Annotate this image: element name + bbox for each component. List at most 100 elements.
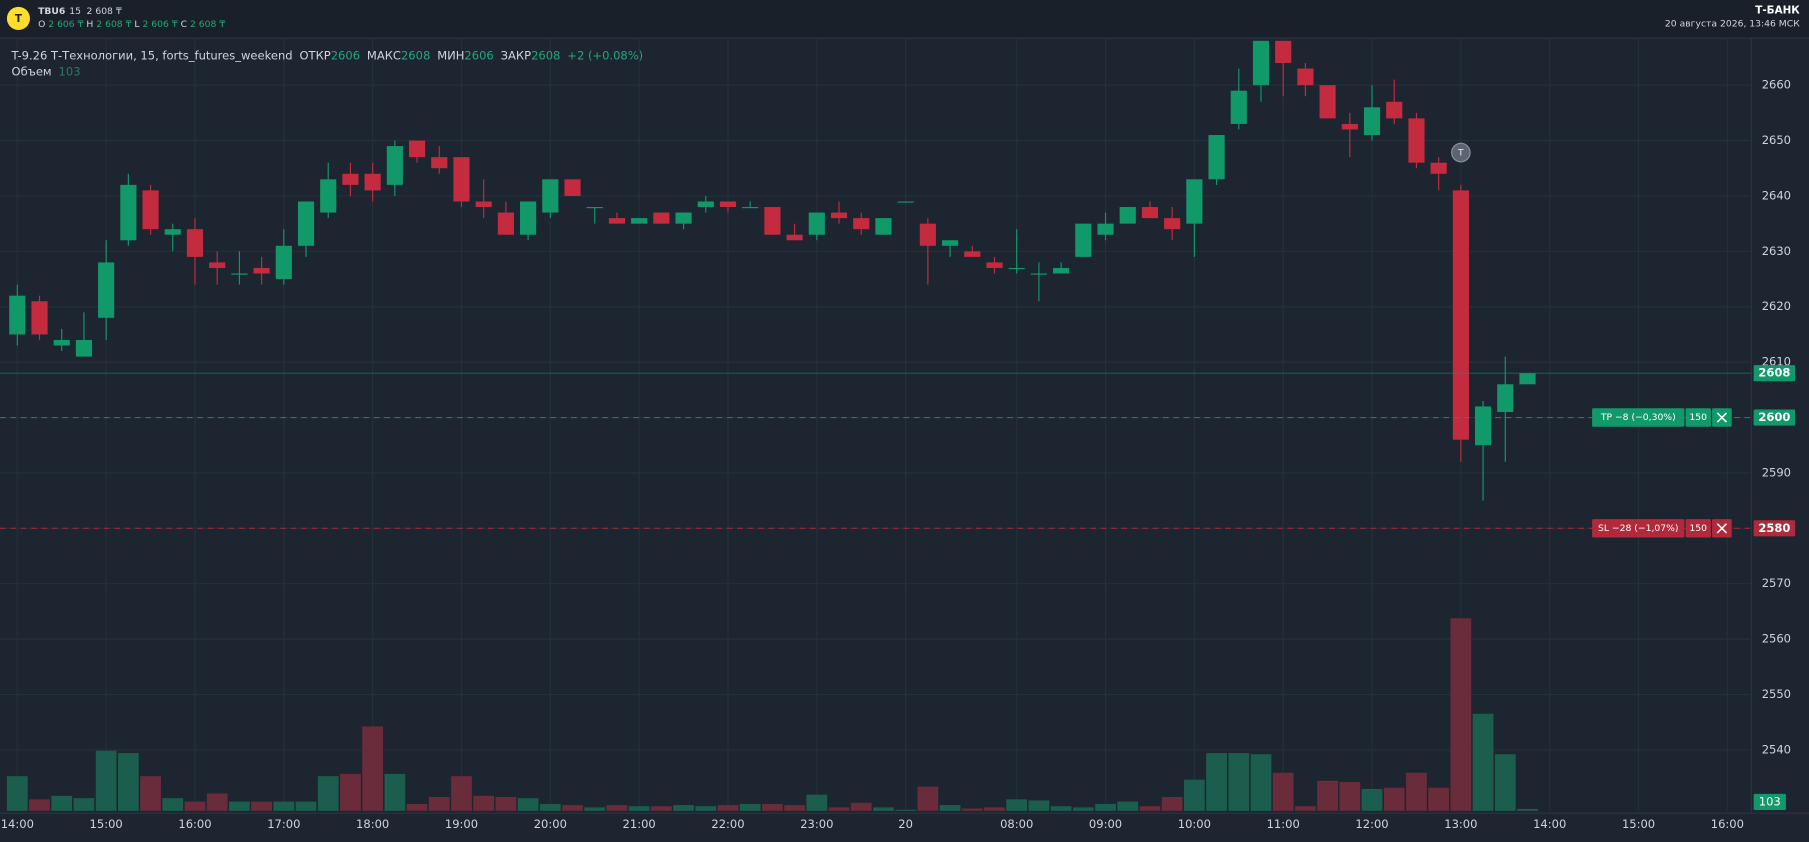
volume-bar [584,807,606,811]
volume-bar [140,776,161,811]
last-price-label: 2608 [1758,366,1790,380]
volume-bar [1428,787,1450,811]
candle-body [608,218,626,224]
order-qty[interactable]: 150 [1689,412,1707,423]
candle-body [1075,223,1092,257]
volume-bar [1139,806,1161,811]
volume-bar [673,805,694,811]
volume-bar [850,802,872,811]
volume-bar [1206,753,1227,811]
volume-bar [517,798,539,811]
x-tick-label: 12:00 [1355,817,1388,831]
x-tick-label: 09:00 [1089,817,1122,831]
x-tick-label: 16:00 [1711,817,1744,831]
candle-body [1053,267,1070,274]
candle-body [986,262,1003,268]
volume-bar [428,796,450,811]
volume-bar [1406,772,1427,811]
volume-value-label: 103 [1759,794,1781,808]
legend-stat-value: 2608 [401,48,430,62]
candle-body [1408,118,1425,163]
ticker[interactable]: TBU6 [38,6,65,17]
candle-body [75,339,93,357]
candle-body [1297,68,1314,86]
candle-body [475,201,492,208]
candle-body [1030,273,1047,275]
legend-stat-value: 2608 [531,48,560,62]
order-qty-box[interactable] [1685,519,1711,538]
event-marker[interactable] [1451,142,1471,163]
candle-body [542,179,559,213]
candle-body [364,173,381,191]
x-tick-label: 13:00 [1444,817,1477,831]
legend-stat-label: МИН [437,48,464,62]
order-cancel-icon [1716,523,1728,534]
volume-bar [873,807,894,811]
order-label[interactable]: TP −8 (−0,30%) [1600,412,1676,423]
x-tick-label: 08:00 [1000,817,1033,831]
volume-bar [184,801,206,811]
volume-bar [606,805,628,811]
candle-body [1252,40,1270,86]
candle-body [1363,107,1381,136]
order-qty[interactable]: 150 [1689,523,1707,534]
ohlc-key: O [38,19,45,30]
candle-body [142,190,159,230]
y-tick-label: 2550 [1762,687,1791,701]
candle-body [1141,207,1159,219]
volume-bar [739,803,761,811]
candle-body [1452,190,1469,440]
candle-body [275,245,292,280]
volume-bar [1361,788,1383,811]
interval[interactable]: 15 [69,6,81,17]
legend-change: +2 (+0.08%) [567,48,643,62]
candle-body [697,201,714,208]
ohlc-value: 2 608 ₸ [96,19,131,30]
candle-body [1430,162,1447,174]
volume-legend-label: Объем [12,64,52,78]
candle-body [1119,207,1136,224]
volume-bar [917,786,939,811]
order-label-box[interactable] [1592,408,1685,427]
plot [6,40,1538,811]
volume-bar [984,807,1005,811]
candle-body [297,201,315,246]
candle-body [653,212,670,224]
y-tick-label: 2650 [1762,133,1791,147]
volume-bar [1272,772,1294,811]
candle-body [897,201,914,203]
volume-bar [384,773,406,811]
volume-bar [939,805,961,811]
volume-bar [1006,799,1028,811]
volume-bar [340,773,361,811]
order-label-box[interactable] [1592,519,1685,538]
y-tick-label: 2640 [1762,188,1791,202]
ohlc-value: 2 606 ₸ [142,19,177,30]
x-tick-label: 19:00 [445,817,478,831]
legend-stat-label: ЗАКР [501,48,531,62]
candle-body [1008,267,1025,270]
last-price-box [1753,365,1796,382]
x-tick-label: 23:00 [800,817,833,831]
order-qty-box[interactable] [1685,408,1711,427]
y-tick-label: 2590 [1762,465,1791,479]
candle-body [209,262,226,268]
x-tick-label: 15:00 [90,817,123,831]
event-marker-text: T [1457,148,1464,159]
logo-text: T [15,13,23,25]
volume-bar [895,809,917,811]
order-label[interactable]: SL −28 (−1,07%) [1598,523,1679,534]
volume-bar [1295,806,1316,811]
volume-legend-value: 103 [59,64,81,78]
volume-bar [1228,753,1250,811]
candle-body [1497,384,1514,412]
volume-bar [273,801,295,811]
candle-body [320,179,337,213]
candle-body [1186,179,1203,224]
x-tick-label: 21:00 [623,817,656,831]
candle-body [742,207,759,209]
volume-bar [1383,787,1405,811]
volume-bar [162,798,184,811]
legend-stat-label: ОТКР [299,48,330,62]
logo[interactable] [6,6,30,30]
